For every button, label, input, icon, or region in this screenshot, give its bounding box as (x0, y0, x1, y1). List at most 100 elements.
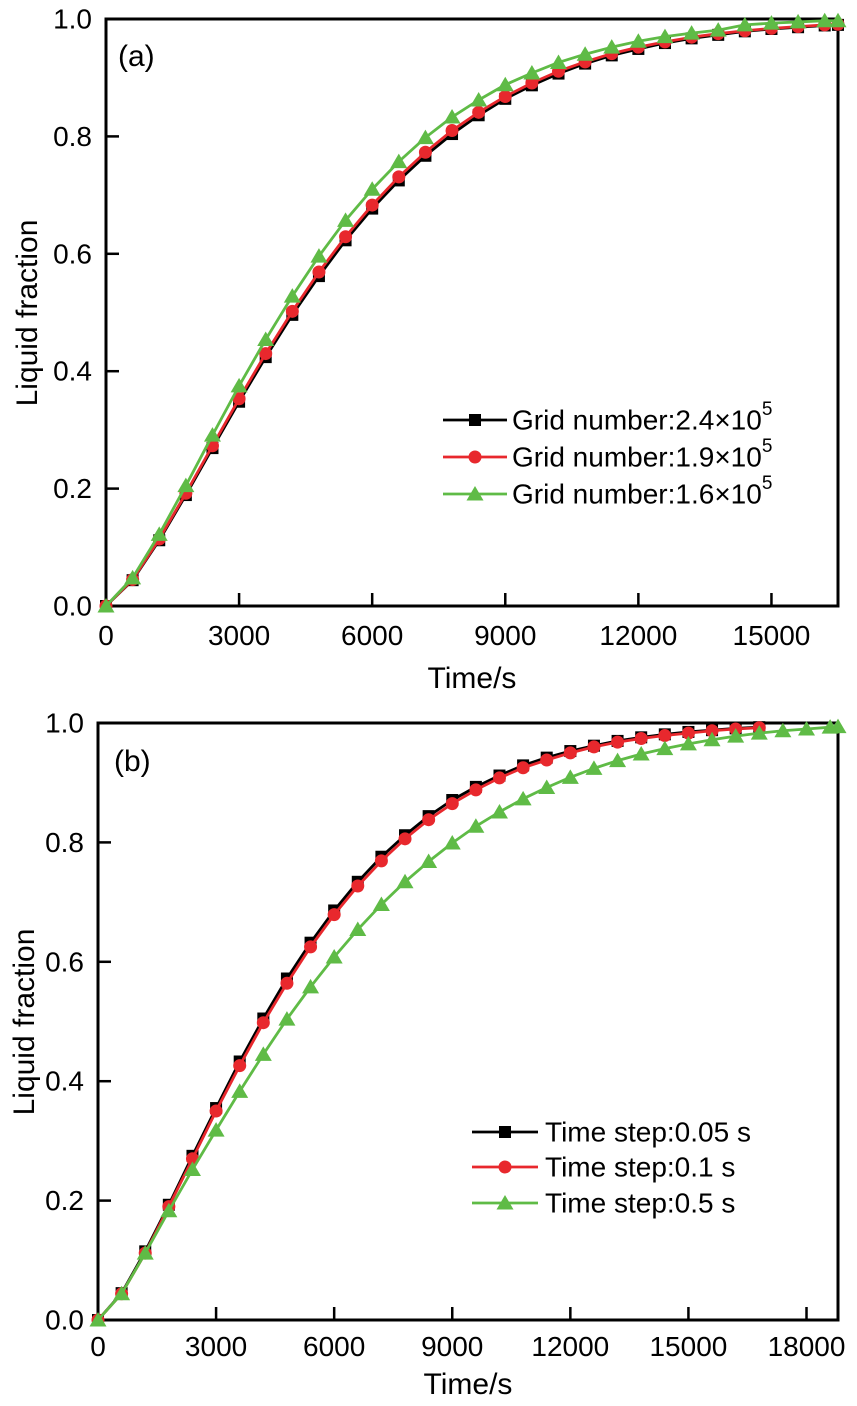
circle-marker (705, 724, 719, 738)
y-axis-title-a: Liquid fraction (11, 219, 44, 407)
legend-label-superscript: 5 (762, 399, 773, 420)
triangle-marker (603, 39, 621, 54)
triangle-marker (466, 486, 484, 501)
triangle-marker (337, 212, 355, 227)
plot-frame (96, 721, 840, 1322)
circle-marker (498, 1160, 512, 1174)
circle-marker (634, 732, 648, 746)
legend-label-superscript: 5 (762, 436, 773, 457)
triangle-marker (160, 1202, 178, 1218)
y-tick-label: 0.0 (45, 1305, 84, 1336)
circle-marker (422, 813, 436, 827)
circle-marker (563, 746, 577, 760)
triangle-marker (325, 949, 343, 964)
series-line-triangle (96, 725, 839, 1321)
triangle-marker (576, 46, 594, 61)
triangle-marker (470, 92, 488, 107)
triangle-marker (177, 477, 195, 493)
triangle-marker (390, 153, 408, 169)
x-tick-label: 0 (98, 620, 114, 651)
circle-marker (445, 797, 459, 811)
circle-marker (398, 832, 412, 846)
triangle-marker (150, 526, 168, 541)
x-tick-label: 12000 (531, 1331, 609, 1362)
legend-label: Grid number:1.6×105 (512, 473, 772, 510)
circle-marker (540, 753, 554, 767)
circle-marker (418, 145, 432, 159)
circle-marker (339, 230, 353, 244)
circle-marker (285, 304, 299, 318)
triangle-marker (97, 598, 115, 613)
circle-marker (312, 265, 326, 279)
triangle-marker (750, 725, 768, 740)
circle-marker (498, 89, 512, 103)
triangle-marker (230, 377, 248, 393)
triangle-marker (310, 248, 328, 263)
x-tick-label: 15000 (733, 620, 811, 651)
legend-item: Time step:0.05 s (472, 1117, 751, 1148)
x-tick-label: 18000 (768, 1331, 846, 1362)
x-tick-label: 0 (90, 1331, 106, 1362)
triangle-marker (207, 1122, 225, 1137)
circle-marker (256, 1016, 270, 1030)
triangle-marker (762, 15, 780, 30)
triangle-marker (703, 731, 721, 747)
legend-label: Time step:0.5 s (545, 1188, 735, 1219)
triangle-marker (656, 740, 674, 756)
circle-marker (280, 976, 294, 990)
legend-label: Grid number:2.4×105 (512, 399, 772, 436)
circle-marker (233, 1059, 247, 1073)
x-tick-label: 9000 (421, 1331, 483, 1362)
triangle-marker (349, 921, 367, 937)
legend-item: Grid number:2.4×105 (443, 399, 772, 436)
triangle-marker (789, 13, 807, 29)
triangle-marker (136, 1245, 154, 1260)
y-tick-label: 0.6 (53, 238, 92, 269)
circle-marker (351, 879, 365, 893)
legend-item: Grid number:1.6×105 (443, 473, 772, 510)
chart-panel-b: 0 3000 6000 9000 12000 15000 18000 0.0 0.2 0.4 0.6… (0, 700, 857, 1406)
panel-label-b: (b) (114, 745, 151, 778)
triangle-marker (632, 746, 650, 761)
x-tick-label: 6000 (303, 1331, 365, 1362)
y-tick-label: 0.6 (45, 946, 84, 977)
circle-marker (304, 940, 318, 954)
x-tick-label: 15000 (649, 1331, 727, 1362)
y-tick-label: 0.4 (53, 356, 92, 387)
x-tick-label: 3000 (208, 620, 270, 651)
triangle-marker (538, 779, 556, 794)
y-axis-title-b: Liquid fraction (8, 928, 41, 1116)
circle-marker (492, 771, 506, 785)
circle-marker (259, 347, 273, 361)
series-line-square (105, 23, 839, 608)
y-tick-label: 0.4 (45, 1066, 84, 1097)
triangle-marker (113, 1285, 131, 1301)
triangle-marker (550, 54, 568, 69)
plot-frame (104, 17, 840, 608)
y-tick-label: 0.8 (45, 827, 84, 858)
triangle-marker (254, 1046, 272, 1061)
series-line-circle (105, 22, 839, 607)
triangle-marker (683, 25, 701, 40)
circle-marker (365, 198, 379, 212)
circle-marker (469, 783, 483, 797)
triangle-marker (561, 769, 579, 784)
circle-marker (392, 170, 406, 184)
triangle-marker (609, 752, 627, 768)
triangle-marker (496, 1195, 514, 1210)
circle-marker (516, 761, 530, 775)
legend-item: Grid number:1.9×105 (443, 436, 772, 473)
legend-label-superscript: 5 (762, 473, 773, 494)
circle-marker (374, 854, 388, 868)
plot-svg-b: 0 3000 6000 9000 12000 15000 18000 0.0 0.2 0.4 0.6… (45, 708, 847, 1362)
x-tick-label: 3000 (185, 1331, 247, 1362)
triangle-marker (89, 1312, 107, 1327)
legend-item: Time step:0.1 s (472, 1152, 735, 1183)
triangle-marker (396, 873, 414, 889)
legend-label: Grid number:1.9×105 (512, 436, 772, 473)
triangle-marker (709, 22, 727, 37)
triangle-marker (679, 735, 697, 751)
square-marker (469, 414, 481, 426)
triangle-marker (774, 722, 792, 738)
